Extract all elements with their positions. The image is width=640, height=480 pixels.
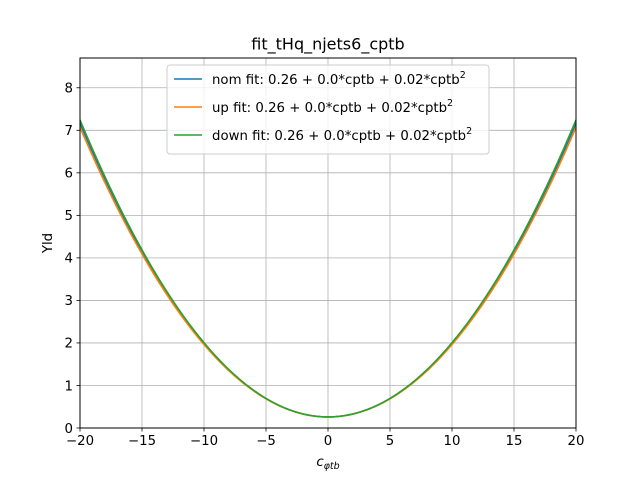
axis-ticks: −20 −15 −10 −5 0 5 10 15 20 0 1 2 3 4 5 6 7 8 [65,82,585,449]
legend-label-text: up fit: 0.26 + 0.0*cptb + 0.02*cptb [212,101,447,116]
x-axis-label-subscript: φtb [324,461,340,472]
x-axis-label: cφtb [316,455,339,472]
x-axis-label-main: c [316,455,324,470]
y-tick-label: 5 [65,209,73,224]
x-tick-label: 10 [444,434,461,449]
legend-label-superscript: 2 [460,70,466,81]
x-tick-label: −15 [128,434,156,449]
legend: nom fit: 0.26 + 0.0*cptb + 0.02*cptb2up … [166,64,490,155]
legend-label-3: down fit: 0.26 + 0.0*cptb + 0.02*cptb2 [212,126,472,144]
x-tick-label: 0 [324,434,332,449]
x-tick-label: 5 [386,434,394,449]
y-tick-label: 2 [65,337,73,352]
legend-label-1: nom fit: 0.26 + 0.0*cptb + 0.02*cptb2 [212,70,466,88]
series-line-3 [79,119,577,418]
y-tick-label: 0 [65,422,73,437]
x-tick-label: 20 [568,434,585,449]
y-tick-label: 8 [65,82,73,97]
y-axis-label: Yld [41,233,56,254]
y-tick-label: 4 [65,252,73,267]
legend-label-text: down fit: 0.26 + 0.0*cptb + 0.02*cptb [212,129,466,144]
x-tick-label: −10 [190,434,218,449]
legend-label-superscript: 2 [447,98,453,109]
y-tick-label: 7 [65,124,73,139]
legend-box [166,64,490,155]
y-tick-label: 3 [65,294,73,309]
x-tick-label: −5 [256,434,276,449]
legend-label-superscript: 2 [466,126,472,137]
series-lines [79,119,577,418]
legend-label-text: nom fit: 0.26 + 0.0*cptb + 0.02*cptb [212,73,460,88]
legend-label-2: up fit: 0.26 + 0.0*cptb + 0.02*cptb2 [212,98,453,116]
y-tick-label: 6 [65,167,73,182]
x-tick-label: 15 [506,434,523,449]
x-tick-label: −20 [66,434,94,449]
chart-title: fit_tHq_njets6_cptb [251,35,404,55]
y-tick-label: 1 [65,379,73,394]
